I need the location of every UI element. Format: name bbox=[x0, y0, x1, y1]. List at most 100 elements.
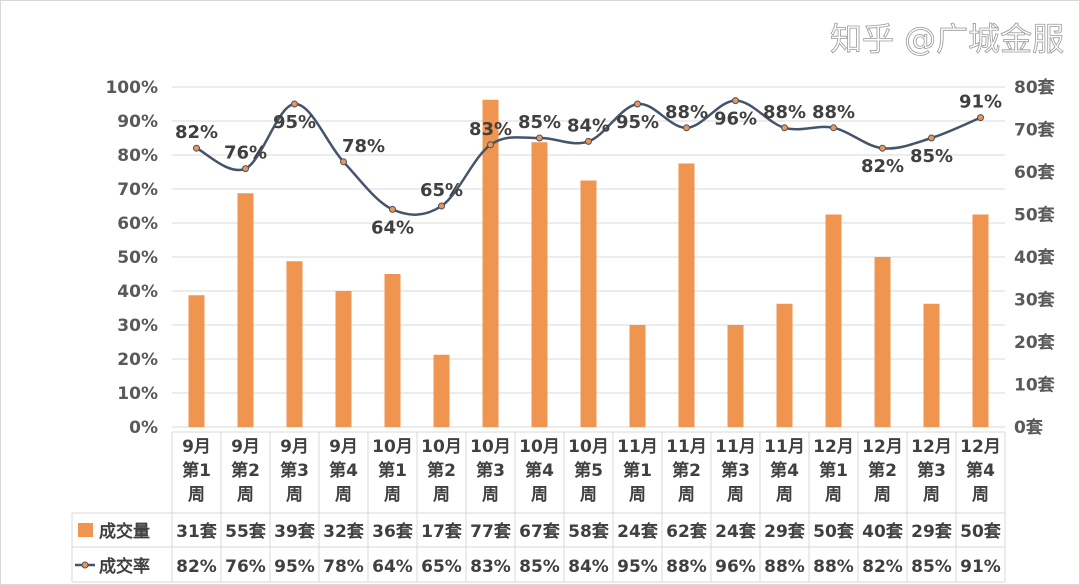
right-axis-tick-label: 20套 bbox=[1014, 332, 1056, 353]
right-axis-tick-label: 0套 bbox=[1014, 417, 1044, 438]
left-axis-tick-label: 40% bbox=[117, 282, 158, 302]
rate-data-label: 85% bbox=[518, 112, 561, 133]
right-axis-tick-label: 40套 bbox=[1014, 247, 1056, 268]
rate-point bbox=[634, 100, 641, 108]
bar-9月第3周 bbox=[286, 261, 303, 427]
table-rate-cell: 88% bbox=[813, 557, 854, 577]
rate-point bbox=[193, 144, 200, 152]
table-rate-cell: 95% bbox=[617, 557, 658, 577]
table-rate-cell: 76% bbox=[225, 557, 266, 577]
right-axis-tick-label: 70套 bbox=[1014, 120, 1056, 141]
category-label: 第2 bbox=[672, 460, 701, 481]
category-label: 11月 bbox=[764, 437, 805, 457]
rate-data-label: 88% bbox=[763, 102, 806, 123]
rate-point bbox=[683, 124, 690, 132]
left-axis-tick-label: 10% bbox=[117, 384, 158, 404]
rate-data-label: 88% bbox=[812, 102, 855, 123]
watermark: 知乎 @广城金服 bbox=[830, 20, 1064, 58]
right-axis-tick-label: 60套 bbox=[1014, 162, 1056, 183]
category-label: 9月 bbox=[182, 437, 211, 457]
rate-data-label: 85% bbox=[910, 146, 953, 167]
table-volume-cell: 24套 bbox=[617, 521, 659, 542]
category-label: 11月 bbox=[715, 437, 756, 457]
left-axis-tick-label: 70% bbox=[117, 180, 158, 200]
category-label: 第2 bbox=[231, 460, 260, 481]
bar-12月第3周 bbox=[923, 303, 940, 427]
table-volume-cell: 17套 bbox=[421, 521, 463, 542]
left-axis-tick-label: 0% bbox=[129, 418, 158, 438]
left-axis-tick-label: 100% bbox=[105, 78, 158, 98]
category-label: 第1 bbox=[182, 460, 211, 481]
rate-point bbox=[242, 165, 249, 173]
rate-data-label: 65% bbox=[420, 180, 463, 201]
table-volume-cell: 62套 bbox=[666, 521, 708, 542]
rate-data-label: 95% bbox=[616, 112, 659, 133]
rate-data-label: 96% bbox=[714, 109, 757, 130]
category-label: 第3 bbox=[917, 460, 946, 481]
table-rate-cell: 95% bbox=[274, 557, 315, 577]
table-rate-cell: 84% bbox=[568, 557, 609, 577]
category-label: 周 bbox=[678, 485, 695, 505]
table-rate-cell: 82% bbox=[862, 557, 903, 577]
category-label: 周 bbox=[237, 485, 254, 505]
category-label: 第4 bbox=[525, 460, 554, 481]
bar-12月第4周 bbox=[972, 214, 989, 427]
rate-point bbox=[781, 124, 788, 132]
left-axis-tick-label: 60% bbox=[117, 214, 158, 234]
rate-data-label: 91% bbox=[959, 92, 1002, 113]
rate-point bbox=[536, 134, 543, 142]
table-volume-cell: 55套 bbox=[225, 521, 267, 542]
rate-point bbox=[487, 141, 494, 149]
table-volume-cell: 36套 bbox=[372, 521, 414, 542]
legend-line-label: 成交率 bbox=[99, 556, 150, 577]
category-label: 周 bbox=[776, 485, 793, 505]
category-label: 第4 bbox=[966, 460, 995, 481]
category-label: 第2 bbox=[427, 460, 456, 481]
table-volume-cell: 67套 bbox=[519, 521, 561, 542]
rate-data-label: 95% bbox=[273, 112, 316, 133]
table-rate-cell: 82% bbox=[176, 557, 217, 577]
category-label: 周 bbox=[335, 485, 352, 505]
bar-11月第3周 bbox=[727, 325, 744, 427]
bar-10月第3周 bbox=[482, 99, 499, 427]
left-axis-tick-label: 30% bbox=[117, 316, 158, 336]
table-rate-cell: 85% bbox=[519, 557, 560, 577]
rate-point bbox=[389, 205, 396, 213]
legend-bar-swatch bbox=[78, 523, 93, 537]
category-label: 10月 bbox=[568, 437, 609, 457]
table-rate-cell: 78% bbox=[323, 557, 364, 577]
rate-point bbox=[977, 114, 984, 122]
bar-12月第1周 bbox=[825, 214, 842, 427]
bar-9月第1周 bbox=[188, 295, 205, 427]
category-label: 10月 bbox=[421, 437, 462, 457]
category-label: 第2 bbox=[868, 460, 897, 481]
bar-12月第2周 bbox=[874, 257, 891, 427]
category-label: 9月 bbox=[280, 437, 309, 457]
table-rate-cell: 88% bbox=[666, 557, 707, 577]
category-label: 9月 bbox=[231, 437, 260, 457]
left-axis-tick-label: 50% bbox=[117, 248, 158, 268]
category-label: 周 bbox=[384, 485, 401, 505]
category-label: 周 bbox=[188, 485, 205, 505]
table-volume-cell: 29套 bbox=[911, 521, 953, 542]
legend-bar-label: 成交量 bbox=[99, 521, 150, 542]
category-label: 第5 bbox=[574, 460, 603, 481]
category-label: 第4 bbox=[329, 460, 358, 481]
category-label: 10月 bbox=[470, 437, 511, 457]
bar-11月第1周 bbox=[629, 325, 646, 427]
rate-data-label: 78% bbox=[342, 136, 385, 157]
table-rate-cell: 83% bbox=[470, 557, 511, 577]
rate-point bbox=[340, 158, 347, 166]
table-volume-cell: 29套 bbox=[764, 521, 806, 542]
rate-data-label: 83% bbox=[469, 119, 512, 140]
category-label: 周 bbox=[727, 485, 744, 505]
category-label: 10月 bbox=[372, 437, 413, 457]
rate-point bbox=[830, 124, 837, 132]
category-label: 11月 bbox=[617, 437, 658, 457]
category-label: 第3 bbox=[721, 460, 750, 481]
category-label: 第4 bbox=[770, 460, 799, 481]
table-rate-cell: 91% bbox=[960, 557, 1001, 577]
category-label: 周 bbox=[825, 485, 842, 505]
legend-line-marker bbox=[81, 561, 89, 569]
